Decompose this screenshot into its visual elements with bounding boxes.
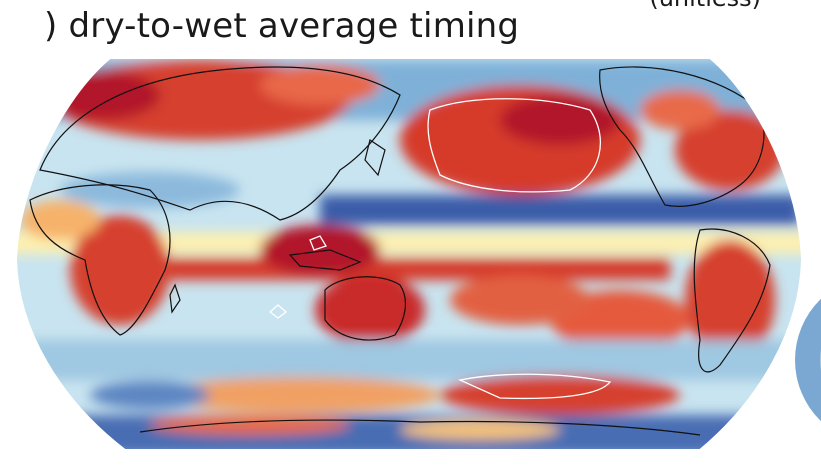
coast-antarctica [139, 419, 701, 436]
coast-indonesia [288, 249, 362, 271]
left-mask [0, 0, 8, 36]
panel-letter: ) [44, 6, 58, 46]
coast-africa [29, 184, 171, 336]
coast-australia [324, 276, 407, 341]
coast-japan [364, 139, 386, 177]
panel-title: ) dry-to-wet average timing [0, 4, 519, 48]
coast-madagascar [169, 283, 181, 314]
coast-south-america [693, 228, 771, 373]
globe-outline [14, 57, 804, 451]
panel-title-text: dry-to-wet average timing [68, 6, 520, 46]
adjacent-panel-edge [795, 298, 821, 422]
coast-north-america [599, 66, 765, 207]
units-label: (unitless) [649, 0, 761, 12]
coast-eurasia [39, 66, 401, 221]
coastlines [29, 66, 771, 436]
significance-contours [268, 98, 612, 400]
